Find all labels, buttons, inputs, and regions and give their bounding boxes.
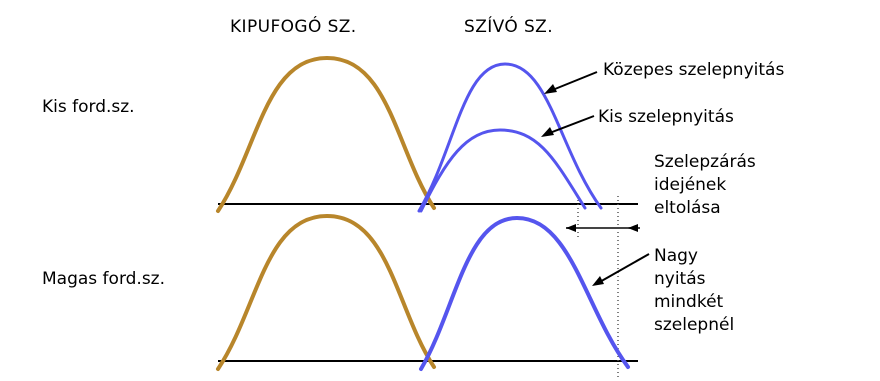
pointer-small-opening [546,115,595,135]
label-closing-shift-line-3: eltolása [654,197,721,218]
row-label-low-rpm: Kis ford.sz. [42,97,135,117]
label-large-opening-line-2: nyitás [654,268,706,289]
label-small-opening: Kis szelepnyitás [598,107,734,127]
header-intake: SZÍVÓ SZ. [464,17,554,37]
closing-shift-arrowhead-right [628,224,638,232]
label-large-opening-line-3: mindkét [654,291,724,312]
header-exhaust: KIPUFOGÓ SZ. [230,17,357,37]
label-large-opening: Nagy nyitás mindkét szelepnél [654,245,734,337]
label-large-opening-line-4: szelepnél [654,314,735,335]
label-large-opening-line-1: Nagy [654,246,698,266]
exhaust-curve-high-rpm [216,213,436,371]
pointer-large-opening [597,253,650,284]
intake-curve-medium-opening [417,62,603,213]
pointer-small-opening-arrowhead [541,127,554,137]
label-closing-shift-line-1: Szelepzárás [654,152,756,172]
closing-shift-arrowhead-left [566,224,576,232]
pointer-medium-opening [549,71,598,92]
label-closing-shift: Szelepzárás idejének eltolása [654,151,756,220]
intake-curve-small-opening [419,128,587,213]
exhaust-curve-low-rpm [216,55,436,213]
intake-curve-high-rpm [419,215,630,371]
label-medium-opening: Közepes szelepnyitás [603,60,785,80]
label-closing-shift-line-2: idejének [654,174,727,195]
row-label-high-rpm: Magas ford.sz. [42,269,166,289]
pointer-large-opening-arrowhead [592,276,604,286]
pointer-medium-opening-arrowhead [544,84,557,94]
